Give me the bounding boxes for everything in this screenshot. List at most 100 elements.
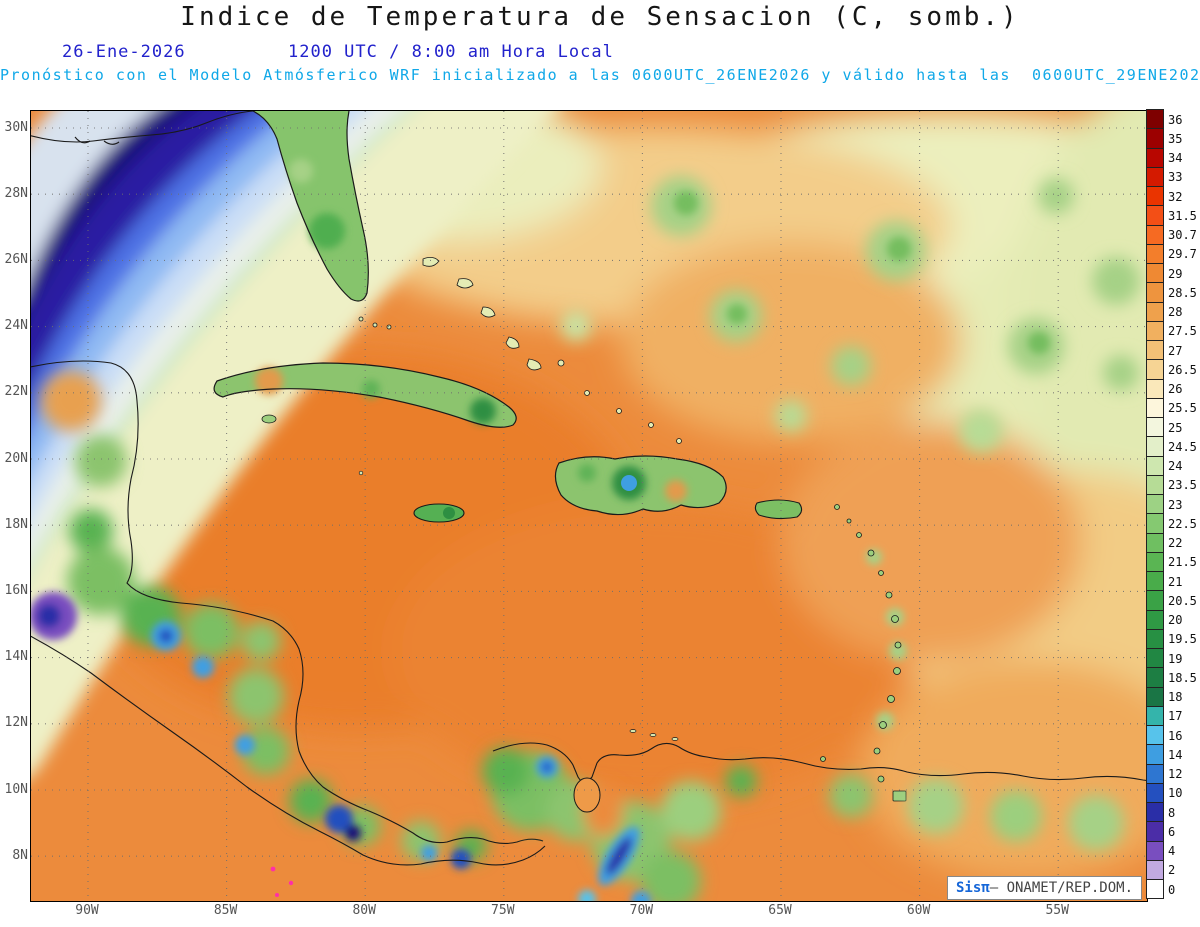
colorbar-swatch bbox=[1146, 782, 1164, 803]
colorbar-swatch bbox=[1146, 648, 1164, 669]
atlantic-green-cores bbox=[674, 191, 1050, 354]
lat-label: 24N bbox=[4, 318, 28, 334]
colorbar-row: 8 bbox=[1146, 802, 1197, 823]
watermark-source: ONAMET/REP.DOM. bbox=[1006, 880, 1133, 896]
colorbar-label: 25 bbox=[1168, 420, 1183, 435]
colorbar-swatch bbox=[1146, 166, 1164, 187]
colorbar-label: 22 bbox=[1168, 536, 1183, 551]
lon-label: 60W bbox=[906, 903, 931, 918]
colorbar-label: 26 bbox=[1168, 382, 1183, 397]
colorbar-row: 34 bbox=[1146, 147, 1197, 168]
lat-label: 18N bbox=[4, 516, 28, 532]
colorbar-row: 16 bbox=[1146, 725, 1197, 746]
colorbar-row: 22.5 bbox=[1146, 513, 1197, 534]
colorbar-swatch bbox=[1146, 359, 1164, 380]
colorbar-swatch bbox=[1146, 340, 1164, 361]
colorbar-row: 18 bbox=[1146, 686, 1197, 707]
colorbar-swatch bbox=[1146, 494, 1164, 515]
colorbar-swatch bbox=[1146, 378, 1164, 399]
lat-label: 12N bbox=[4, 715, 28, 731]
colorbar-swatch bbox=[1146, 667, 1164, 688]
colorbar-swatch bbox=[1146, 840, 1164, 861]
colorbar-swatch bbox=[1146, 590, 1164, 611]
colorbar-label: 23 bbox=[1168, 497, 1183, 512]
hispaniola-landmass bbox=[554, 455, 727, 516]
colorbar-label: 31.5 bbox=[1168, 208, 1197, 223]
colorbar-label: 8 bbox=[1168, 805, 1176, 820]
colorbar-swatch bbox=[1146, 282, 1164, 303]
colorbar-swatch bbox=[1146, 763, 1164, 784]
model-forecast-description: Pronóstico con el Modelo Atmósferico WRF… bbox=[0, 66, 1200, 84]
colorbar-label: 0 bbox=[1168, 882, 1176, 897]
colorbar-label: 23.5 bbox=[1168, 478, 1197, 493]
colorbar-label: 34 bbox=[1168, 151, 1183, 166]
colorbar-label: 35 bbox=[1168, 131, 1183, 146]
colorbar-swatch bbox=[1146, 802, 1164, 823]
colorbar-label: 18 bbox=[1168, 690, 1183, 705]
colorbar-label: 10 bbox=[1168, 786, 1183, 801]
lon-label: 90W bbox=[75, 903, 99, 918]
colorbar-swatch bbox=[1146, 224, 1164, 245]
lat-label: 30N bbox=[4, 119, 28, 135]
colorbar-swatch bbox=[1146, 609, 1164, 630]
colorbar-label: 24.5 bbox=[1168, 439, 1197, 454]
colorbar-row: 19.5 bbox=[1146, 628, 1197, 649]
colorbar-label: 27.5 bbox=[1168, 324, 1197, 339]
lon-label: 55W bbox=[1045, 903, 1069, 918]
colorbar-row: 33 bbox=[1146, 166, 1197, 187]
lat-label: 16N bbox=[4, 582, 28, 598]
colorbar-label: 12 bbox=[1168, 767, 1183, 782]
colorbar-label: 28 bbox=[1168, 305, 1183, 320]
colorbar-label: 36 bbox=[1168, 112, 1183, 127]
colorbar-row: 6 bbox=[1146, 821, 1197, 842]
colorbar-label: 26.5 bbox=[1168, 362, 1197, 377]
lat-label: 14N bbox=[4, 649, 28, 665]
colorbar-swatch bbox=[1146, 455, 1164, 476]
colorbar-label: 4 bbox=[1168, 844, 1176, 859]
extreme-heat-dots bbox=[270, 866, 294, 897]
colorbar-row: 26 bbox=[1146, 378, 1197, 399]
colorbar-label: 27 bbox=[1168, 343, 1183, 358]
colorbar-label: 2 bbox=[1168, 863, 1176, 878]
colorbar-label: 29 bbox=[1168, 266, 1183, 281]
colorbar-label: 30.7 bbox=[1168, 228, 1197, 243]
colorbar-row: 27 bbox=[1146, 340, 1197, 361]
lon-label: 75W bbox=[491, 903, 515, 918]
colorbar-swatch bbox=[1146, 186, 1164, 207]
colorbar-row: 0 bbox=[1146, 879, 1197, 900]
colorbar-label: 14 bbox=[1168, 747, 1183, 762]
colorbar-swatch bbox=[1146, 320, 1164, 341]
central-america-fills bbox=[41, 371, 487, 862]
colorbar-swatch bbox=[1146, 397, 1164, 418]
colorbar-label: 29.7 bbox=[1168, 247, 1197, 262]
colorbar-label: 24 bbox=[1168, 459, 1183, 474]
colorbar-row: 30.7 bbox=[1146, 224, 1197, 245]
colorbar-row: 19 bbox=[1146, 648, 1197, 669]
colorbar-row: 32 bbox=[1146, 186, 1197, 207]
colorbar-swatch bbox=[1146, 205, 1164, 226]
colorbar-row: 18.5 bbox=[1146, 667, 1197, 688]
colorbar-row: 29 bbox=[1146, 263, 1197, 284]
lat-label: 10N bbox=[4, 781, 28, 797]
colorbar-row: 10 bbox=[1146, 782, 1197, 803]
us-gulf-coastline bbox=[31, 111, 254, 145]
forecast-date: 26-Ene-2026 bbox=[62, 42, 186, 62]
colorbar-row: 31.5 bbox=[1146, 205, 1197, 226]
grid-lines bbox=[31, 111, 1147, 901]
colorbar-row: 35 bbox=[1146, 128, 1197, 149]
colorbar-label: 19 bbox=[1168, 651, 1183, 666]
watermark: Sisπ – ONAMET/REP.DOM. bbox=[946, 876, 1142, 900]
colorbar-swatch bbox=[1146, 474, 1164, 495]
colorbar-row: 14 bbox=[1146, 744, 1197, 765]
colorbar-row: 24.5 bbox=[1146, 436, 1197, 457]
colorbar-label: 21 bbox=[1168, 574, 1183, 589]
colorbar-swatch bbox=[1146, 744, 1164, 765]
colorbar-swatch bbox=[1146, 725, 1164, 746]
colorbar-label: 20 bbox=[1168, 613, 1183, 628]
colorbar-label: 6 bbox=[1168, 824, 1176, 839]
colorbar-row: 21 bbox=[1146, 571, 1197, 592]
lon-label: 85W bbox=[213, 903, 238, 918]
colorbar-row: 36 bbox=[1146, 109, 1197, 130]
colorbar-swatch bbox=[1146, 263, 1164, 284]
